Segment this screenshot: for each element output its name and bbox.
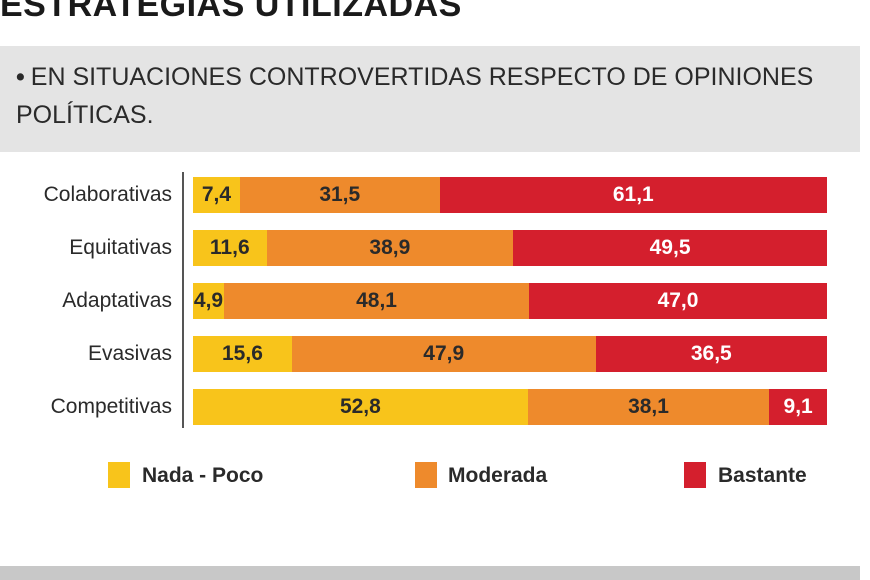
category-axis-line — [182, 172, 184, 428]
bar-competitivas-nada-poco: 52,8 — [193, 389, 528, 425]
category-label-equitativas: Equitativas — [69, 236, 172, 259]
bottom-band — [0, 566, 860, 580]
subtitle-band — [0, 46, 860, 152]
category-label-adaptativas: Adaptativas — [62, 289, 172, 312]
bar-evasivas-bastante: 36,5 — [595, 336, 827, 372]
bar-competitivas-bastante: 9,1 — [769, 389, 827, 425]
subtitle-bullet: • — [16, 63, 25, 91]
legend-label-moderada: Moderada — [448, 464, 548, 487]
category-label-colaborativas: Colaborativas — [43, 183, 172, 206]
legend-swatch-bastante — [684, 462, 706, 488]
bar-equitativas-moderada: 38,9 — [266, 230, 514, 266]
bar-adaptativas-bastante: 47,0 — [529, 283, 827, 319]
category-label-competitivas: Competitivas — [50, 395, 172, 418]
bar-equitativas-nada-poco: 11,6 — [193, 230, 267, 266]
bar-evasivas-moderada: 47,9 — [291, 336, 596, 372]
bar-evasivas-nada-poco: 15,6 — [193, 336, 292, 372]
legend-label-bastante: Bastante — [718, 464, 807, 487]
chart-subtitle: • EN SITUACIONES CONTROVERTIDAS RESPECTO … — [16, 58, 836, 134]
bar-adaptativas-moderada: 48,1 — [224, 283, 530, 319]
bar-adaptativas-nada-poco: 4,9 — [193, 283, 225, 319]
category-label-evasivas: Evasivas — [87, 342, 172, 365]
bar-equitativas-bastante: 49,5 — [513, 230, 827, 266]
legend-label-nada-poco: Nada - Poco — [142, 464, 264, 487]
bar-colaborativas-nada-poco: 7,4 — [193, 177, 240, 213]
bar-competitivas-moderada: 38,1 — [527, 389, 770, 425]
chart-title: ESTRATEGIAS UTILIZADAS — [0, 0, 462, 24]
bar-colaborativas-bastante: 61,1 — [439, 177, 827, 213]
bar-colaborativas-moderada: 31,5 — [239, 177, 440, 213]
legend-swatch-moderada — [415, 462, 437, 488]
subtitle-text: EN SITUACIONES CONTROVERTIDAS RESPECTO D… — [16, 63, 814, 129]
legend-swatch-nada-poco — [108, 462, 130, 488]
